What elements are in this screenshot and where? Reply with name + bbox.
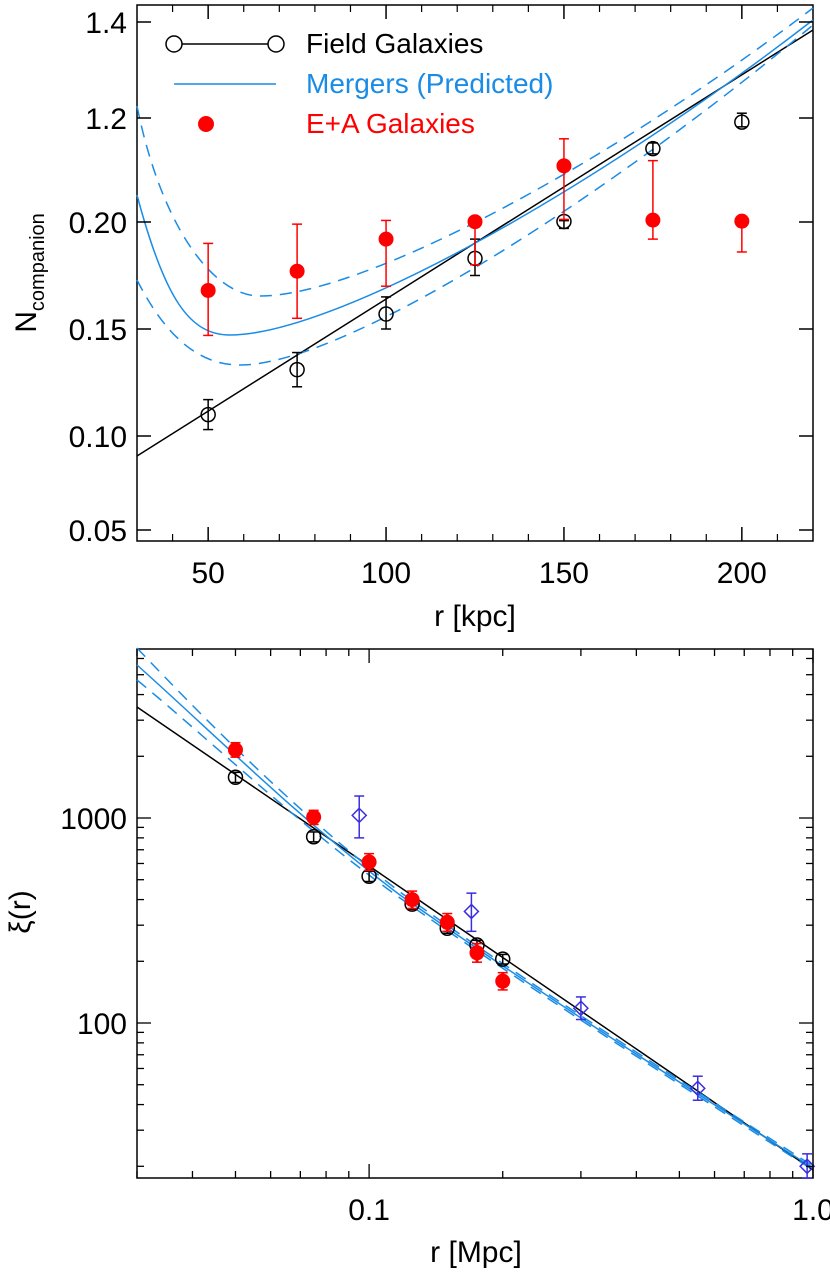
top-y-axis-label: Ncompanion: [10, 213, 49, 333]
top-ea-point: [378, 231, 394, 247]
legend-entry-field-galaxies: Field Galaxies: [165, 28, 483, 59]
top-x-tick-label: 150: [539, 557, 589, 590]
top-field-point: [734, 114, 750, 130]
svg-text:Ncompanion: Ncompanion: [10, 213, 49, 333]
top-ea-point: [734, 213, 750, 229]
top-x-axis: 50 100 150 200: [171, 5, 779, 590]
bottom-plot-frame: [136, 648, 814, 1179]
bottom-ea-point: [469, 945, 485, 961]
bottom-ea-point: [306, 809, 322, 825]
bottom-y-tick-label: 100: [77, 1008, 127, 1041]
bottom-mergers-upper-dashed-line: [136, 647, 814, 1167]
top-ea-point: [467, 214, 483, 230]
top-ea-point: [645, 212, 661, 228]
top-mergers-prediction-line: [136, 19, 814, 336]
bottom-field-point: [227, 769, 244, 786]
top-data-points: [200, 112, 750, 431]
legend: Field Galaxies Mergers (Predicted) E+A G…: [165, 28, 553, 139]
bottom-field-point: [494, 951, 511, 967]
bottom-y-axis-label: ξ(r): [4, 890, 37, 933]
top-y-axis: 0.05 0.10 0.15 0.20 1.2 1.4: [69, 7, 813, 548]
bottom-data-points: [227, 741, 816, 1179]
bottom-ea-point: [495, 973, 511, 989]
top-x-axis-label: r [kpc]: [434, 600, 516, 633]
bottom-x-axis: 0.1 1.0: [136, 649, 830, 1227]
top-field-point: [289, 361, 305, 378]
bottom-literature-point: [799, 1158, 816, 1175]
bottom-x-tick-label: 0.1: [348, 1194, 390, 1227]
top-y-tick-label: 0.05: [69, 515, 127, 548]
bottom-panel: 0.1 1.0 100 1000 r [Mpc] ξ(r): [4, 647, 830, 1269]
top-x-tick-label: 100: [361, 557, 411, 590]
legend-field-marker-left: [165, 35, 183, 53]
legend-mergers-label: Mergers (Predicted): [306, 68, 553, 99]
legend-entry-mergers: Mergers (Predicted): [174, 68, 553, 99]
top-ea-point: [200, 282, 216, 298]
top-mergers-lower-dashed-line: [136, 24, 814, 366]
top-field-point: [200, 406, 216, 423]
bottom-ea-point: [227, 742, 243, 758]
top-panel: 50 100 150 200 0.05 0.10 0.15 0.20 1.2 1.4 r [kp…: [10, 4, 814, 633]
legend-field-marker-right: [267, 35, 285, 53]
top-y-tick-label: 0.10: [69, 421, 127, 454]
bottom-y-tick-label: 1000: [60, 803, 127, 836]
top-x-tick-label: 200: [717, 557, 767, 590]
top-y-tick-label: 0.15: [69, 314, 127, 347]
bottom-field-point: [305, 829, 322, 845]
legend-ea-label: E+A Galaxies: [306, 108, 475, 139]
top-plot-frame: [136, 4, 814, 542]
top-mergers-upper-dashed-line: [136, 7, 814, 297]
bottom-y-axis: 100 1000: [60, 657, 813, 1167]
legend-entry-ea-galaxies: E+A Galaxies: [198, 108, 475, 139]
top-y-axis-label-sub: companion: [27, 213, 49, 311]
top-y-axis-label-main: N: [10, 311, 43, 333]
top-x-tick-label: 50: [191, 557, 224, 590]
bottom-ea-point: [361, 854, 377, 870]
bottom-mergers-prediction-line: [136, 664, 814, 1169]
bottom-literature-point: [689, 1080, 706, 1097]
bottom-x-axis-label: r [Mpc]: [430, 1236, 522, 1269]
bottom-ea-point: [439, 914, 455, 930]
bottom-ea-point: [404, 892, 420, 908]
top-ea-point: [289, 263, 305, 279]
bottom-literature-point: [572, 1000, 589, 1017]
top-y-tick-label: 0.20: [69, 207, 127, 240]
bottom-literature-point: [463, 903, 480, 920]
bottom-x-tick-label: 1.0: [792, 1194, 830, 1227]
top-y-tick-label: 1.4: [85, 7, 127, 40]
top-field-point: [378, 306, 394, 322]
top-ea-point: [556, 158, 572, 174]
bottom-literature-point: [351, 807, 368, 824]
legend-field-label: Field Galaxies: [306, 28, 483, 59]
legend-ea-marker: [198, 116, 214, 132]
top-field-point: [645, 140, 661, 157]
top-y-tick-label: 1.2: [85, 103, 127, 136]
